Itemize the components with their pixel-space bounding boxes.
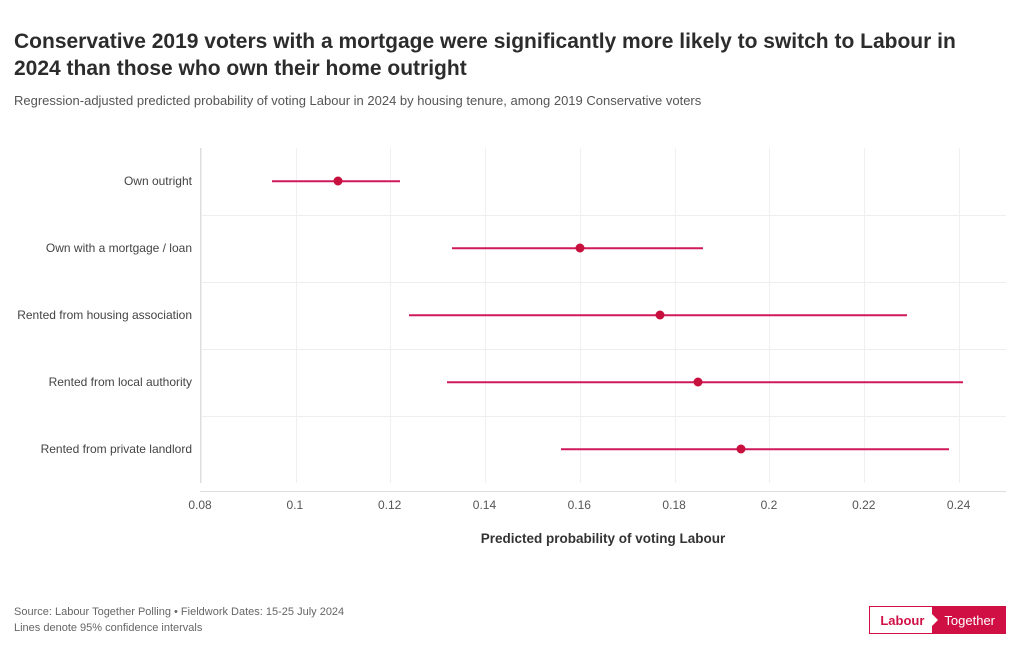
footer-notes: Source: Labour Together Polling • Fieldw… — [14, 605, 344, 636]
gridline — [390, 148, 391, 483]
x-tick-label: 0.2 — [761, 498, 778, 512]
row-divider — [201, 349, 1006, 350]
point-estimate — [736, 445, 745, 454]
row-divider — [201, 282, 1006, 283]
logo-right: Together — [932, 607, 1005, 633]
y-category-label: Rented from private landlord — [41, 442, 192, 456]
gridline — [959, 148, 960, 483]
chart-subtitle: Regression-adjusted predicted probabilit… — [14, 93, 1006, 108]
row-divider — [201, 215, 1006, 216]
labour-together-logo: Labour Together — [869, 606, 1006, 634]
x-tick-label: 0.08 — [188, 498, 211, 512]
x-axis: 0.080.10.120.140.160.180.20.220.24 — [200, 491, 1006, 515]
point-estimate — [575, 244, 584, 253]
point-estimate — [334, 177, 343, 186]
confidence-interval — [561, 448, 949, 450]
x-axis-title: Predicted probability of voting Labour — [200, 531, 1006, 546]
y-category-label: Rented from local authority — [49, 375, 192, 389]
logo-left: Labour — [870, 607, 932, 633]
x-tick-label: 0.16 — [568, 498, 591, 512]
chart-title: Conservative 2019 voters with a mortgage… — [14, 28, 1006, 83]
source-line: Source: Labour Together Polling • Fieldw… — [14, 605, 344, 620]
ci-note: Lines denote 95% confidence intervals — [14, 621, 344, 636]
gridline — [201, 148, 202, 483]
x-tick-label: 0.12 — [378, 498, 401, 512]
x-tick-label: 0.1 — [286, 498, 303, 512]
gridline — [296, 148, 297, 483]
point-estimate — [694, 378, 703, 387]
y-category-label: Own with a mortgage / loan — [46, 241, 192, 255]
point-estimate — [656, 311, 665, 320]
plot-area — [200, 148, 1006, 483]
confidence-interval — [447, 381, 963, 383]
y-category-label: Own outright — [124, 174, 192, 188]
x-tick-label: 0.24 — [947, 498, 970, 512]
y-axis-labels: Own outright Own with a mortgage / loan Re… — [14, 148, 200, 483]
row-divider — [201, 416, 1006, 417]
x-tick-label: 0.18 — [662, 498, 685, 512]
chart-area: Own outright Own with a mortgage / loan Re… — [14, 148, 1006, 483]
x-tick-label: 0.14 — [473, 498, 496, 512]
x-tick-label: 0.22 — [852, 498, 875, 512]
y-category-label: Rented from housing association — [17, 308, 192, 322]
